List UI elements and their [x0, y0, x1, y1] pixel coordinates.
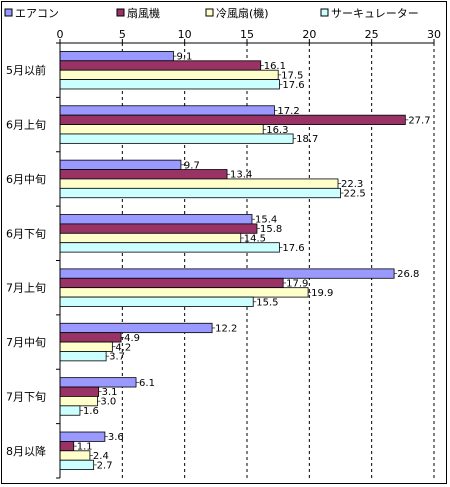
data-label: 17.2: [277, 106, 299, 117]
x-tick-label: 0: [57, 28, 64, 41]
legend-swatch: [116, 8, 125, 17]
data-label: 22.5: [344, 189, 366, 200]
category-label: 8月以降: [6, 444, 46, 458]
data-label: 9.7: [184, 160, 200, 171]
data-label: 3.7: [109, 352, 125, 363]
bar: [59, 268, 395, 279]
bar: [59, 441, 75, 452]
legend-label: エアコン: [15, 7, 59, 20]
data-label: 15.5: [256, 297, 278, 308]
x-tick-label: 10: [178, 28, 192, 41]
bar: [59, 287, 309, 298]
bar: [59, 232, 242, 244]
data-label: 3.0: [100, 397, 116, 408]
bar: [59, 169, 228, 180]
axes: [56, 39, 435, 479]
data-label: 9.1: [176, 52, 192, 63]
bar: [59, 322, 213, 334]
bar: [59, 124, 264, 135]
bar: [59, 178, 339, 189]
bar: [59, 386, 100, 397]
data-label: 19.9: [311, 288, 333, 299]
data-label: 1.6: [83, 406, 99, 417]
bar: [59, 341, 113, 352]
legend: エアコン 扇風機 冷風扇(機) サーキュレーター: [4, 6, 419, 20]
category-label: 5月以前: [6, 63, 46, 77]
data-label: 18.7: [296, 134, 318, 145]
bar: [59, 351, 107, 362]
bar: [59, 459, 95, 471]
data-label: 17.6: [282, 80, 304, 91]
data-label: 13.4: [230, 170, 252, 181]
bar: [59, 277, 284, 289]
legend-label: 冷風扇(機): [216, 6, 269, 20]
bar: [59, 431, 106, 442]
category-label: 6月上旬: [6, 119, 46, 132]
x-axis-ticks: 0 5 10 15 20 25 30: [57, 28, 442, 41]
data-label: 26.8: [397, 269, 419, 280]
legend-label: サーキュレーター: [331, 7, 419, 20]
data-label: 3.1: [102, 387, 118, 398]
data-label: 1.1: [77, 442, 93, 453]
bar: [59, 377, 137, 388]
legend-swatch: [4, 8, 13, 17]
category-label: 6月下旬: [6, 227, 46, 240]
data-label: 22.3: [341, 179, 363, 190]
data-label: 17.6: [282, 243, 304, 254]
bar: [59, 296, 254, 307]
data-labels: 9.116.117.517.617.227.716.318.79.713.422…: [73, 52, 431, 471]
x-tick-label: 25: [365, 28, 379, 41]
legend-label: 扇風機: [127, 6, 160, 20]
data-label: 6.1: [139, 378, 155, 389]
x-tick-label: 30: [427, 28, 441, 41]
category-label: 7月中旬: [6, 336, 46, 349]
bar: [59, 105, 275, 116]
bar: [59, 114, 406, 125]
data-label: 2.4: [93, 451, 109, 462]
bars: [59, 50, 406, 471]
bar: [59, 159, 182, 170]
data-label: 17.9: [286, 278, 308, 289]
data-label: 16.1: [264, 61, 286, 72]
data-label: 2.7: [97, 460, 113, 471]
x-tick-label: 5: [119, 28, 126, 41]
bar: [59, 133, 294, 144]
category-labels: 5月以前 6月上旬 6月中旬 6月下旬 7月上旬 7月中旬 7月下旬 8月以降: [6, 63, 46, 458]
data-label: 17.5: [281, 70, 303, 81]
data-label: 15.8: [260, 224, 282, 235]
category-label: 7月下旬: [6, 390, 46, 403]
category-label: 7月上旬: [6, 282, 46, 295]
legend-swatch: [205, 8, 214, 17]
data-label: 16.3: [266, 125, 288, 136]
x-tick-label: 20: [302, 28, 316, 41]
bar: [59, 405, 81, 416]
data-label: 12.2: [215, 323, 237, 334]
legend-swatch: [320, 8, 329, 17]
bar: [59, 214, 253, 225]
bar: [59, 69, 279, 80]
bar: [59, 187, 341, 199]
data-label: 4.9: [124, 333, 140, 344]
data-label: 4.2: [115, 342, 131, 353]
bar: [59, 223, 258, 234]
bar: [59, 396, 98, 407]
bar: [59, 79, 280, 90]
data-label: 3.6: [108, 432, 124, 443]
data-label: 27.7: [408, 115, 430, 126]
x-tick-label: 15: [240, 28, 254, 41]
bar: [59, 50, 174, 62]
bar: [59, 60, 262, 71]
category-label: 6月中旬: [6, 173, 46, 186]
data-label: 14.5: [244, 234, 266, 245]
bar: [59, 332, 122, 343]
data-label: 15.4: [255, 215, 277, 226]
